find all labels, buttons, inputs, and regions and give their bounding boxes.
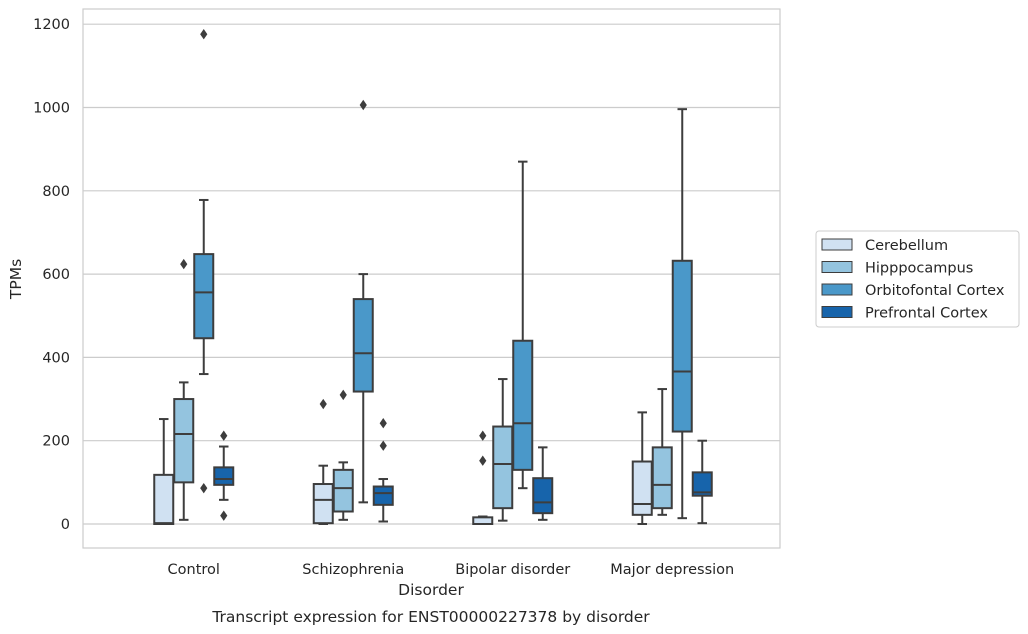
box-orbitofontal-cortex: [193, 28, 215, 494]
box-cerebellum: [472, 430, 494, 525]
y-tick-label: 1200: [33, 17, 70, 33]
legend-swatch: [821, 306, 853, 318]
legend-swatch: [821, 238, 853, 251]
box-prefrontal-cortex: [691, 439, 713, 525]
outlier-point: [379, 418, 387, 429]
legend: Cerebellum Hipppocampus Orbitofontal Corte…: [815, 230, 1020, 328]
box-iqr: [512, 339, 534, 471]
y-tick-label: 200: [42, 434, 70, 450]
y-tick-label: 0: [61, 517, 70, 533]
legend-swatch: [821, 283, 853, 296]
legend-label: Prefrontal Cortex: [865, 306, 988, 322]
box-iqr: [352, 298, 374, 393]
y-tick-label: 400: [42, 350, 70, 366]
box-hipppocampus: [651, 388, 673, 516]
x-tick-label: Bipolar disorder: [455, 562, 570, 578]
outlier-point: [180, 258, 188, 270]
box-iqr: [492, 425, 514, 510]
plot-area-frame: [82, 8, 781, 549]
x-tick-label: Control: [168, 562, 220, 578]
legend-label: Cerebellum: [865, 238, 948, 254]
x-tick-label: Major depression: [610, 562, 734, 578]
outlier-point: [200, 482, 208, 494]
outlier-point: [319, 398, 327, 410]
outlier-point: [220, 430, 228, 441]
outlier-point: [479, 455, 487, 466]
legend-frame: [815, 230, 1020, 328]
box-prefrontal-cortex: [532, 446, 554, 521]
legend-label: Orbitofontal Cortex: [865, 283, 1005, 299]
y-tick-label: 1000: [33, 101, 70, 117]
legend-label: Hipppocampus: [865, 261, 973, 277]
outlier-point: [220, 510, 228, 521]
box-iqr: [332, 468, 354, 513]
box-orbitofontal-cortex: [671, 108, 693, 520]
x-axis-label: Disorder: [398, 581, 464, 599]
box-iqr: [532, 477, 554, 515]
outlier-point: [359, 99, 367, 111]
box-iqr: [193, 253, 215, 340]
box-iqr: [372, 485, 394, 506]
box-cerebellum: [631, 411, 653, 525]
box-prefrontal-cortex: [213, 430, 235, 521]
box-hipppocampus: [173, 258, 195, 521]
box-iqr: [173, 398, 195, 484]
box-groups: [153, 28, 713, 525]
box-cerebellum: [312, 398, 334, 525]
box-orbitofontal-cortex: [352, 99, 374, 504]
box-iqr: [651, 446, 673, 510]
box-hipppocampus: [492, 378, 514, 522]
y-axis-label: TPMs: [7, 259, 25, 300]
legend-swatch: [821, 261, 853, 273]
box-iqr: [691, 471, 713, 497]
box-prefrontal-cortex: [372, 418, 394, 523]
x-tick-label: Schizophrenia: [302, 562, 404, 578]
box-iqr: [312, 483, 334, 525]
box-iqr: [671, 259, 693, 433]
y-tick-labels: 0 200 400 600 800 1000 1200: [33, 17, 70, 533]
outlier-point: [479, 430, 487, 441]
outlier-point: [379, 440, 387, 451]
chart-caption: Transcript expression for ENST0000022737…: [211, 608, 650, 626]
box-iqr: [153, 473, 175, 525]
y-tick-label: 800: [42, 184, 70, 200]
x-tick-labels: Control Schizophrenia Bipolar disorder Majo…: [168, 562, 735, 578]
outlier-point: [339, 389, 347, 401]
box-iqr: [213, 466, 235, 486]
y-tick-label: 600: [42, 267, 70, 283]
box-iqr: [631, 460, 653, 516]
box-orbitofontal-cortex: [512, 160, 534, 490]
box-hipppocampus: [332, 389, 354, 521]
outlier-point: [200, 28, 208, 40]
box-cerebellum: [153, 418, 175, 525]
